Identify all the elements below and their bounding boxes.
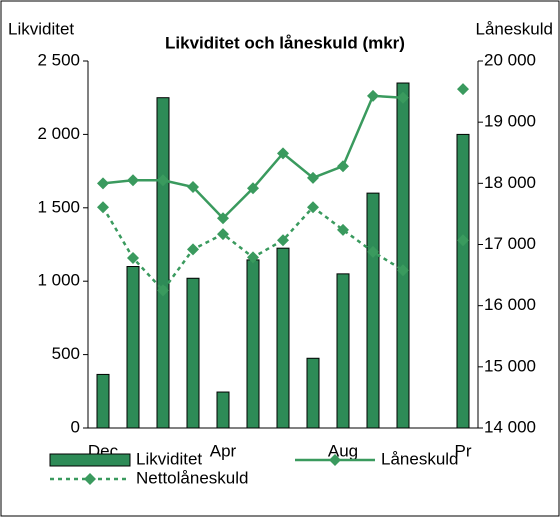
marker [127,174,139,187]
marker [337,223,349,236]
bar [396,82,410,429]
legend-marker [84,473,96,485]
marker [97,201,109,214]
marker [247,182,259,195]
legend-swatch [49,453,131,467]
y-tick-label: 500 [52,344,80,363]
marker [367,245,379,258]
y2-tick-label: 18 000 [484,173,536,192]
y2-tick-label: 17 000 [484,234,536,253]
marker [277,234,289,247]
marker [157,174,169,187]
bar [186,277,200,429]
bar [96,373,110,429]
marker [397,264,409,277]
bar [246,259,260,429]
marker [307,201,319,214]
marker [247,251,259,264]
marker [187,243,199,256]
marker [397,91,409,104]
y2-tick-label: 14 000 [484,417,536,436]
marker [277,147,289,160]
bar [336,273,350,429]
y-tick-label: 2 500 [37,50,80,69]
bar [156,97,170,429]
bar [456,133,470,429]
marker [457,234,469,247]
marker [337,160,349,173]
y-tick-label: 0 [71,417,80,436]
y2-tick-label: 15 000 [484,356,536,375]
y-tick-label: 1 000 [37,271,80,290]
chart-title: Likviditet och låneskuld (mkr) [165,33,405,52]
legend-label: Nettolåneskuld [136,468,248,487]
y-tick-label: 1 500 [37,197,80,216]
marker [97,177,109,190]
marker [307,171,319,184]
marker [217,212,229,225]
bar [126,266,140,429]
y2-tick-label: 19 000 [484,112,536,131]
x-tick-label: Apr [210,441,237,460]
bar [306,357,320,429]
y2-axis-label: Låneskuld [475,19,553,38]
marker [127,251,139,264]
x-tick-label: Pr [455,441,472,460]
legend-label: Likviditet [136,449,202,468]
marker [217,228,229,241]
marker [457,83,469,96]
bar [276,247,290,429]
marker [157,284,169,297]
bar [216,391,230,429]
bar [366,192,380,429]
marker [367,89,379,102]
legend-label: Låneskuld [381,449,459,468]
y-tick-label: 2 000 [37,124,80,143]
y-axis-label: Likviditet [8,19,74,38]
legend-marker [329,454,341,466]
y2-tick-label: 20 000 [484,50,536,69]
marker [187,181,199,194]
y2-tick-label: 16 000 [484,295,536,314]
